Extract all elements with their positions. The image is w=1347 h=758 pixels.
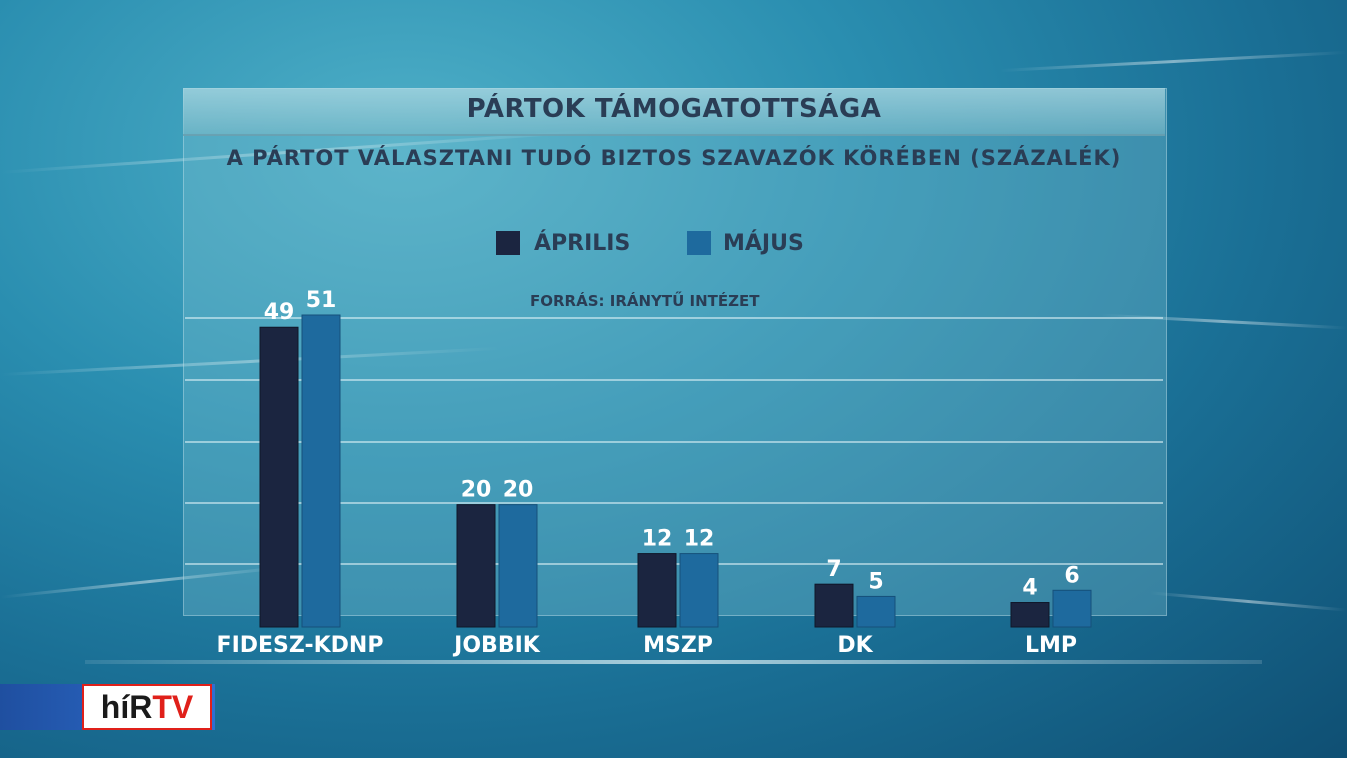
data-label: 20 — [503, 478, 534, 503]
data-label: 5 — [868, 569, 883, 594]
data-label: 49 — [264, 300, 295, 325]
bar-lmp-april — [1010, 602, 1050, 628]
legend-label-may: MÁJUS — [723, 231, 804, 256]
data-label: 7 — [826, 557, 841, 582]
chart-title: PÁRTOK TÁMOGATOTTSÁGA — [466, 94, 882, 124]
bar-mszp-may — [679, 553, 719, 628]
legend-swatch-may — [687, 231, 711, 255]
chart-subtitle: A PÁRTOT VÁLASZTANI TUDÓ BIZTOS SZAVAZÓK… — [226, 146, 1122, 170]
chart-panel — [183, 88, 1167, 616]
data-label: 51 — [306, 288, 337, 313]
data-label: 4 — [1022, 576, 1037, 601]
legend-swatch-april — [496, 231, 520, 255]
title-bar — [183, 88, 1165, 136]
category-label: MSZP — [643, 633, 713, 658]
source-note: FORRÁS: IRÁNYTŰ INTÉZET — [530, 292, 760, 310]
data-label: 12 — [684, 527, 715, 552]
data-label: 12 — [642, 527, 673, 552]
logo-text-tv: TV — [152, 688, 194, 725]
category-label: FIDESZ-KDNP — [217, 633, 384, 658]
data-label: 20 — [461, 478, 492, 503]
baseline-rule — [85, 660, 1262, 664]
logo-text-hir: híR — [100, 688, 153, 725]
bar-fidesz-kdnp-april — [259, 326, 299, 628]
bar-dk-may — [856, 595, 896, 628]
category-label: JOBBIK — [452, 633, 541, 658]
bar-lmp-may — [1052, 589, 1092, 628]
bar-fidesz-kdnp-may — [301, 314, 341, 628]
data-label: 6 — [1064, 563, 1079, 588]
hirtv-logo: híR TV — [82, 684, 212, 730]
bar-jobbik-may — [498, 504, 538, 628]
bar-mszp-april — [637, 553, 677, 628]
legend-label-april: ÁPRILIS — [534, 231, 631, 256]
bar-jobbik-april — [456, 504, 496, 628]
category-label: LMP — [1025, 633, 1077, 658]
category-label: DK — [837, 633, 873, 658]
bar-dk-april — [814, 583, 854, 628]
